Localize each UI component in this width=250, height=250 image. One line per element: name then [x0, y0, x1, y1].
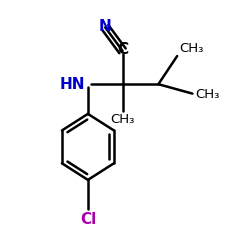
Text: CH₃: CH₃	[180, 42, 204, 54]
Text: C: C	[117, 42, 128, 57]
Text: Cl: Cl	[80, 212, 96, 226]
Text: HN: HN	[60, 77, 86, 92]
Text: CH₃: CH₃	[196, 88, 220, 101]
Text: CH₃: CH₃	[110, 113, 135, 126]
Text: N: N	[99, 18, 112, 34]
